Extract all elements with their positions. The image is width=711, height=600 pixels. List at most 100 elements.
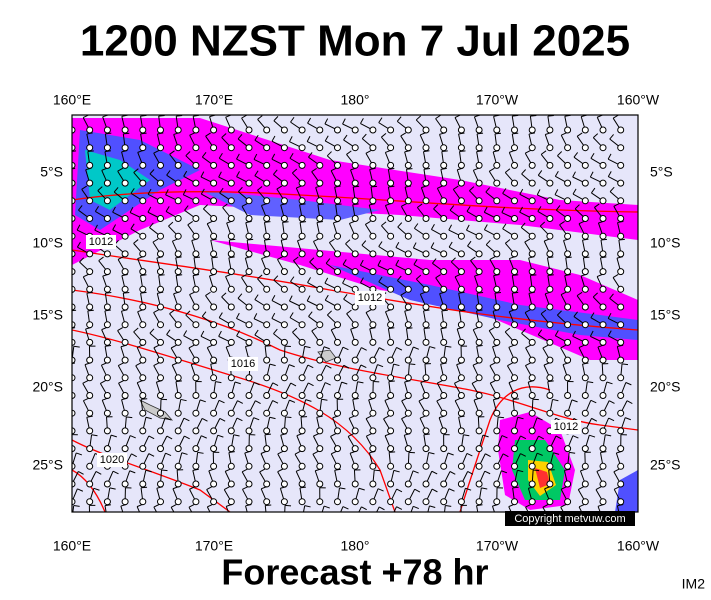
barb-station bbox=[546, 250, 554, 258]
barb-flag bbox=[607, 153, 612, 160]
barb-flag bbox=[592, 292, 598, 298]
barb-flag bbox=[317, 203, 324, 206]
barb-station bbox=[211, 516, 217, 522]
barb-station bbox=[192, 427, 200, 435]
barb-flag bbox=[304, 505, 311, 508]
barb-station bbox=[387, 161, 395, 169]
barb-station bbox=[139, 321, 147, 329]
barb-flag bbox=[315, 185, 322, 188]
barb-station bbox=[351, 409, 359, 417]
barb-flag bbox=[359, 259, 364, 266]
barb-flag bbox=[330, 167, 337, 172]
barb-station bbox=[546, 215, 554, 222]
barb-station bbox=[564, 409, 572, 417]
barb-staff bbox=[427, 505, 430, 512]
barb-station bbox=[546, 268, 554, 276]
barb-station bbox=[599, 250, 607, 258]
barb-flag bbox=[608, 417, 615, 422]
barb-flag bbox=[572, 435, 579, 439]
barb-station bbox=[121, 445, 129, 453]
barb-flag bbox=[307, 364, 314, 369]
barb-flag bbox=[385, 309, 392, 313]
barb-flag bbox=[156, 380, 163, 383]
barb-flag bbox=[342, 277, 346, 284]
barb-station bbox=[387, 303, 395, 311]
barb-station bbox=[457, 374, 465, 382]
barb-flag bbox=[183, 330, 188, 336]
barb-station bbox=[511, 392, 518, 399]
barb-flag bbox=[589, 434, 596, 438]
barb-station bbox=[404, 462, 412, 470]
barb-station bbox=[227, 215, 235, 222]
barb-flag bbox=[572, 171, 576, 178]
barb-station bbox=[263, 303, 271, 311]
barb-station bbox=[422, 303, 430, 311]
barb-station bbox=[546, 462, 554, 470]
island bbox=[139, 399, 174, 421]
barb-station bbox=[174, 303, 182, 311]
barb-station bbox=[599, 338, 607, 346]
barb-station bbox=[227, 303, 235, 311]
barb-flag bbox=[369, 327, 376, 330]
barb-flag bbox=[520, 435, 527, 440]
barb-station bbox=[121, 321, 129, 329]
barb-station bbox=[511, 462, 518, 470]
barb-station bbox=[192, 338, 200, 346]
barb-flag bbox=[133, 168, 139, 173]
barb-flag bbox=[277, 468, 284, 473]
barb-flag bbox=[625, 417, 631, 421]
barb-station bbox=[86, 303, 94, 311]
barb-station bbox=[316, 462, 324, 470]
barb-flag bbox=[73, 505, 80, 507]
barb-station bbox=[263, 197, 271, 205]
barb-flag bbox=[572, 188, 577, 195]
barb-station bbox=[617, 409, 625, 417]
barb-station bbox=[245, 250, 253, 258]
barb-flag bbox=[471, 380, 478, 384]
contour-label-bg bbox=[228, 357, 258, 371]
barb-station bbox=[245, 126, 253, 134]
barb-staff bbox=[72, 429, 73, 431]
barb-flag bbox=[253, 313, 258, 319]
barb-flag bbox=[219, 417, 226, 422]
barb-flag bbox=[388, 167, 395, 170]
barb-flag bbox=[508, 503, 515, 508]
barb-flag bbox=[112, 470, 119, 475]
barb-flag bbox=[290, 382, 297, 387]
barb-flag bbox=[607, 330, 612, 337]
lat-label: 20°S bbox=[32, 379, 63, 395]
barb-flag bbox=[76, 241, 81, 248]
barb-station bbox=[86, 409, 94, 417]
barb-station bbox=[192, 268, 200, 276]
barb-station bbox=[192, 409, 200, 417]
barb-staff bbox=[525, 506, 529, 512]
barb-station bbox=[511, 215, 518, 222]
barb-flag bbox=[378, 506, 385, 511]
barb-station bbox=[422, 498, 430, 506]
barb-flag bbox=[406, 168, 413, 170]
barb-station bbox=[351, 126, 359, 134]
barb-flag bbox=[508, 344, 515, 348]
barb-flag bbox=[617, 344, 624, 348]
barb-station bbox=[528, 480, 536, 488]
barb-station bbox=[103, 179, 111, 187]
barb-station bbox=[227, 409, 235, 417]
barb-station bbox=[404, 392, 412, 399]
barb-staff bbox=[616, 505, 620, 512]
barb-flag bbox=[289, 295, 293, 302]
barb-station bbox=[617, 197, 625, 205]
barb-flag bbox=[412, 470, 419, 474]
barb-station bbox=[281, 516, 287, 522]
barb-flag bbox=[612, 115, 619, 119]
barb-flag bbox=[183, 170, 188, 177]
barb-station bbox=[564, 303, 572, 311]
barb-station bbox=[174, 321, 182, 329]
barb-station bbox=[298, 374, 306, 382]
barb-station bbox=[227, 374, 235, 382]
barb-station bbox=[369, 250, 377, 258]
barb-flag bbox=[459, 150, 466, 153]
barb-flag bbox=[165, 452, 172, 456]
barb-flag bbox=[396, 116, 402, 122]
barb-flag bbox=[587, 381, 594, 384]
barb-station bbox=[316, 197, 324, 205]
